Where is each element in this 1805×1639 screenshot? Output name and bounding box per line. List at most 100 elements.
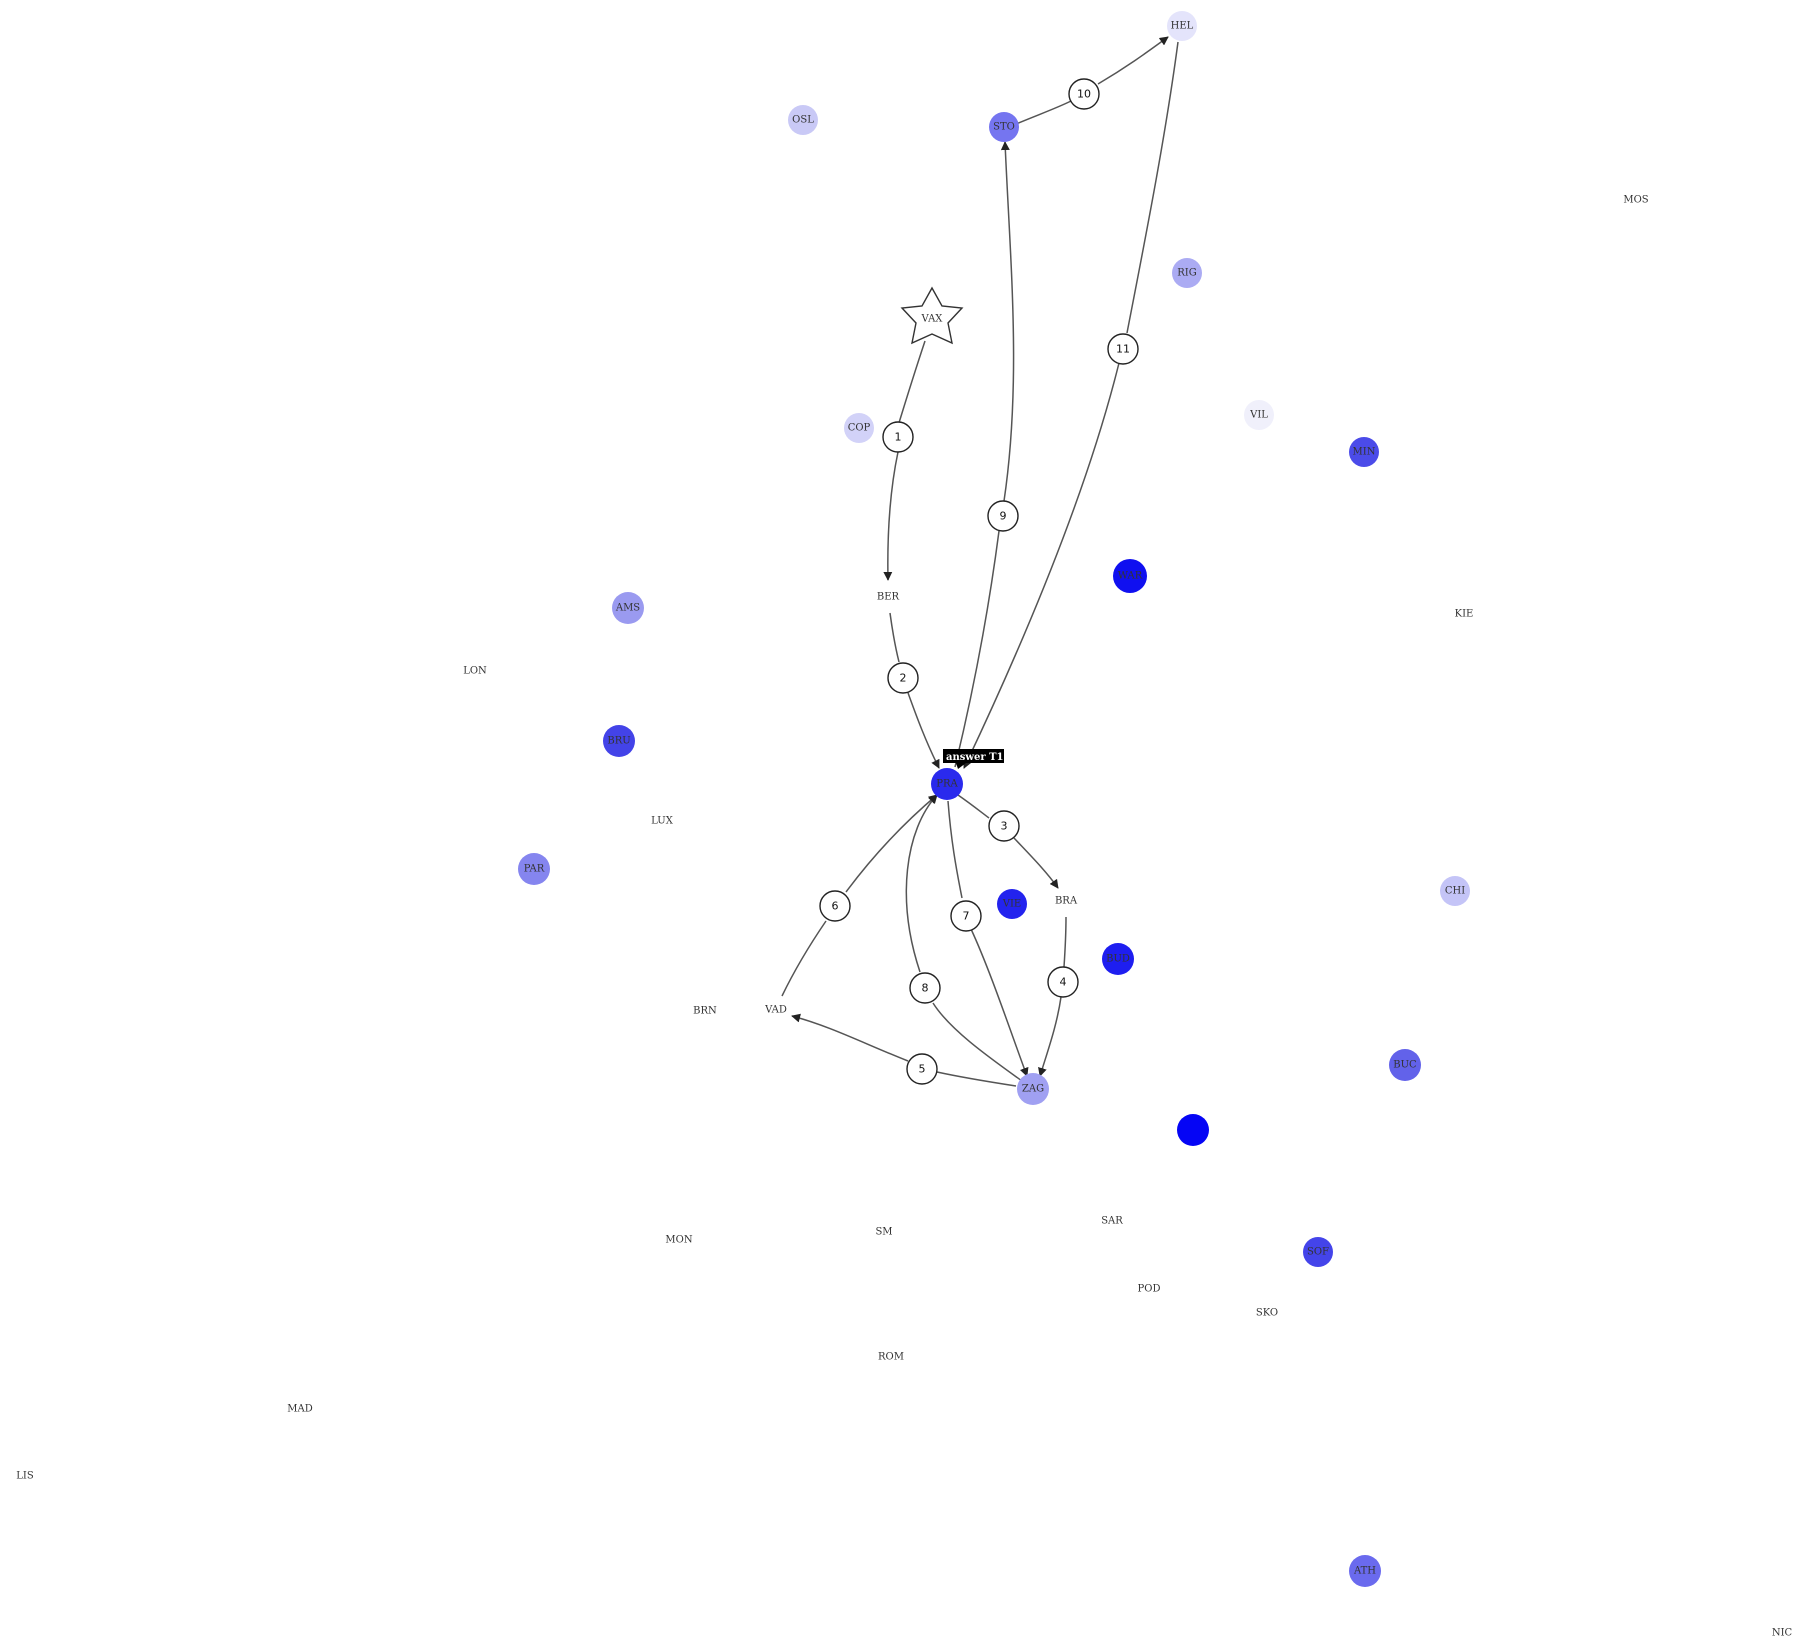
city-kie[interactable]: KIE <box>1455 609 1474 620</box>
edge-10-hel <box>1097 36 1169 85</box>
step-marker[interactable]: 8 <box>909 972 941 1004</box>
city-hel[interactable]: HEL <box>1167 11 1197 41</box>
city-zag[interactable]: ZAG <box>1017 1073 1049 1105</box>
route-steps: 1 2 3 4 5 6 7 8 9 10 11 <box>819 78 1139 1085</box>
city-marker <box>603 725 635 757</box>
edge-zag-8 <box>932 1002 1023 1082</box>
city-label: SKO <box>1256 1308 1278 1319</box>
city-vil[interactable]: VIL <box>1244 400 1274 430</box>
step-marker[interactable]: 5 <box>906 1053 938 1085</box>
city-unlabeled[interactable] <box>1177 1114 1209 1146</box>
edge-vax-1 <box>897 340 926 427</box>
edge-4-zag <box>1038 996 1062 1077</box>
city-marker <box>1172 258 1202 288</box>
step-label: 10 <box>1077 88 1091 101</box>
edge-hel-11 <box>1126 41 1179 334</box>
edge-sto-10 <box>1015 100 1072 125</box>
city-nic[interactable]: NIC <box>1772 1628 1793 1639</box>
city-label: VIE <box>1002 899 1021 910</box>
step-marker[interactable]: 1 <box>882 421 914 453</box>
city-label: BUC <box>1393 1060 1417 1071</box>
city-nodes: HEL OSL STO MOS RIG VAX VIL COP <box>16 11 1793 1639</box>
edge-bra-4 <box>1063 916 1067 968</box>
city-bud[interactable]: BUD <box>1102 943 1134 975</box>
city-ams[interactable]: AMS <box>612 592 644 624</box>
step-marker[interactable]: 6 <box>819 890 851 922</box>
city-marker <box>931 768 963 800</box>
city-label: VAD <box>764 1005 787 1016</box>
route-edges <box>781 36 1179 1087</box>
city-label: BRN <box>693 1006 717 1017</box>
city-label: POD <box>1138 1284 1161 1295</box>
step-marker[interactable]: 4 <box>1047 966 1079 998</box>
edge-pra-3 <box>957 794 990 819</box>
city-mad[interactable]: MAD <box>287 1404 312 1415</box>
city-bru[interactable]: BRU <box>603 725 635 757</box>
edge-vad-6 <box>781 920 827 997</box>
city-marker <box>989 112 1019 142</box>
city-sko[interactable]: SKO <box>1256 1308 1278 1319</box>
city-sof[interactable]: SOF <box>1303 1237 1333 1267</box>
edge-ber-2 <box>889 612 900 663</box>
city-vie[interactable]: VIE <box>997 889 1027 919</box>
city-lis[interactable]: LIS <box>16 1471 34 1482</box>
city-vax[interactable]: VAX <box>900 286 964 345</box>
city-marker <box>788 105 818 135</box>
city-marker <box>1244 400 1274 430</box>
city-buc[interactable]: BUC <box>1389 1049 1421 1081</box>
city-chi[interactable]: CHI <box>1440 876 1470 906</box>
city-ath[interactable]: ATH <box>1349 1555 1381 1587</box>
city-rom[interactable]: ROM <box>878 1352 904 1363</box>
step-marker[interactable]: 3 <box>988 810 1020 842</box>
edge-pra-9 <box>954 530 1000 768</box>
city-pra[interactable]: PRA <box>931 768 963 800</box>
step-label: 11 <box>1116 343 1130 356</box>
city-label: LON <box>463 666 487 677</box>
city-min[interactable]: MIN <box>1349 437 1379 467</box>
step-marker[interactable]: 7 <box>950 900 982 932</box>
city-pod[interactable]: POD <box>1138 1284 1161 1295</box>
city-marker <box>1303 1237 1333 1267</box>
city-mos[interactable]: MOS <box>1623 195 1648 206</box>
city-cop[interactable]: COP <box>844 413 874 443</box>
city-label: CHI <box>1445 886 1465 897</box>
city-lon[interactable]: LON <box>463 666 487 677</box>
city-bra[interactable]: BRA <box>1055 896 1078 907</box>
city-label: SAR <box>1101 1216 1123 1227</box>
city-label: HEL <box>1171 21 1194 32</box>
city-war[interactable]: WAR <box>1113 559 1147 593</box>
city-marker <box>1017 1073 1049 1105</box>
step-marker[interactable]: 9 <box>987 500 1019 532</box>
city-sm[interactable]: SM <box>875 1227 892 1238</box>
city-vad[interactable]: VAD <box>764 1005 787 1016</box>
edge-6-pra <box>845 794 938 893</box>
city-marker <box>1102 943 1134 975</box>
city-label: MAD <box>287 1404 312 1415</box>
edge-7-zag <box>970 928 1029 1077</box>
city-ber[interactable]: BER <box>877 592 900 603</box>
city-rig[interactable]: RIG <box>1172 258 1202 288</box>
step-marker[interactable]: 11 <box>1107 333 1139 365</box>
city-label: ROM <box>878 1352 904 1363</box>
city-marker <box>518 853 550 885</box>
city-lux[interactable]: LUX <box>651 816 674 827</box>
answer-tag-label: answer T1 <box>946 752 1004 763</box>
step-marker[interactable]: 10 <box>1068 78 1100 110</box>
city-sto[interactable]: STO <box>989 112 1019 142</box>
city-osl[interactable]: OSL <box>788 105 818 135</box>
city-mon[interactable]: MON <box>665 1235 692 1246</box>
city-label: BRA <box>1055 896 1078 907</box>
city-marker <box>1349 1555 1381 1587</box>
step-label: 9 <box>1000 510 1007 523</box>
city-par[interactable]: PAR <box>518 853 550 885</box>
step-marker[interactable]: 2 <box>887 662 919 694</box>
city-sar[interactable]: SAR <box>1101 1216 1123 1227</box>
city-brn[interactable]: BRN <box>693 1006 717 1017</box>
city-label: MON <box>665 1235 692 1246</box>
city-label: STO <box>993 122 1015 133</box>
step-label: 5 <box>919 1063 926 1076</box>
star-marker <box>900 286 964 345</box>
city-marker <box>1177 1114 1209 1146</box>
edge-zag-5 <box>936 1071 1017 1087</box>
